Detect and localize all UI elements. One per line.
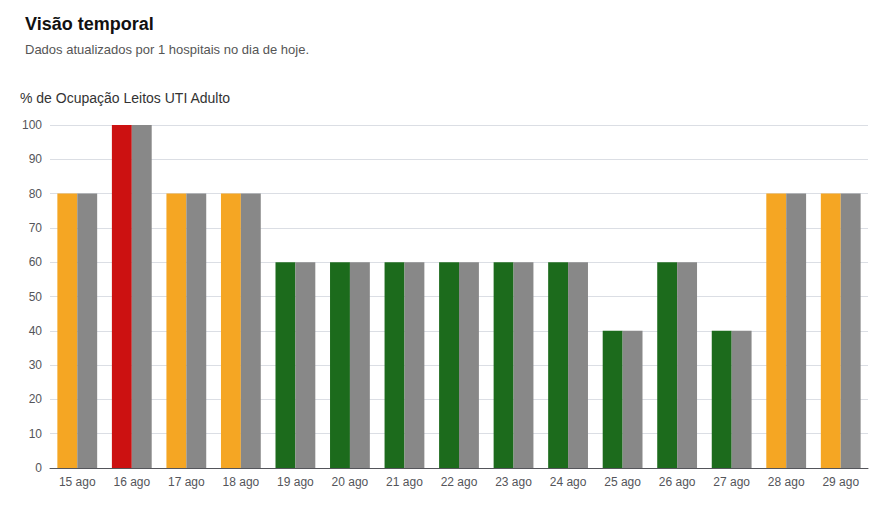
svg-text:% de Ocupação Leitos UTI Adult: % de Ocupação Leitos UTI Adulto	[20, 90, 230, 106]
svg-text:20 ago: 20 ago	[332, 475, 369, 489]
svg-text:25 ago: 25 ago	[604, 475, 641, 489]
svg-text:21 ago: 21 ago	[386, 475, 423, 489]
svg-text:20: 20	[29, 392, 43, 406]
svg-text:70: 70	[29, 221, 43, 235]
svg-text:29 ago: 29 ago	[822, 475, 859, 489]
svg-text:0: 0	[35, 461, 42, 475]
svg-text:18 ago: 18 ago	[223, 475, 260, 489]
svg-text:24 ago: 24 ago	[550, 475, 587, 489]
svg-text:60: 60	[29, 255, 43, 269]
svg-text:16 ago: 16 ago	[113, 475, 150, 489]
svg-text:27 ago: 27 ago	[713, 475, 750, 489]
svg-text:50: 50	[29, 290, 43, 304]
svg-text:26 ago: 26 ago	[659, 475, 696, 489]
svg-text:100: 100	[22, 118, 42, 132]
svg-text:30: 30	[29, 358, 43, 372]
svg-text:15 ago: 15 ago	[59, 475, 96, 489]
svg-text:22 ago: 22 ago	[441, 475, 478, 489]
svg-text:28 ago: 28 ago	[768, 475, 805, 489]
svg-text:Dados atualizados por 1 hospit: Dados atualizados por 1 hospitais no dia…	[25, 42, 309, 57]
svg-text:23 ago: 23 ago	[495, 475, 532, 489]
svg-text:Visão temporal: Visão temporal	[25, 14, 154, 34]
svg-text:10: 10	[29, 427, 43, 441]
svg-text:40: 40	[29, 324, 43, 338]
svg-text:19 ago: 19 ago	[277, 475, 314, 489]
svg-text:17 ago: 17 ago	[168, 475, 205, 489]
svg-text:90: 90	[29, 152, 43, 166]
svg-text:80: 80	[29, 187, 43, 201]
